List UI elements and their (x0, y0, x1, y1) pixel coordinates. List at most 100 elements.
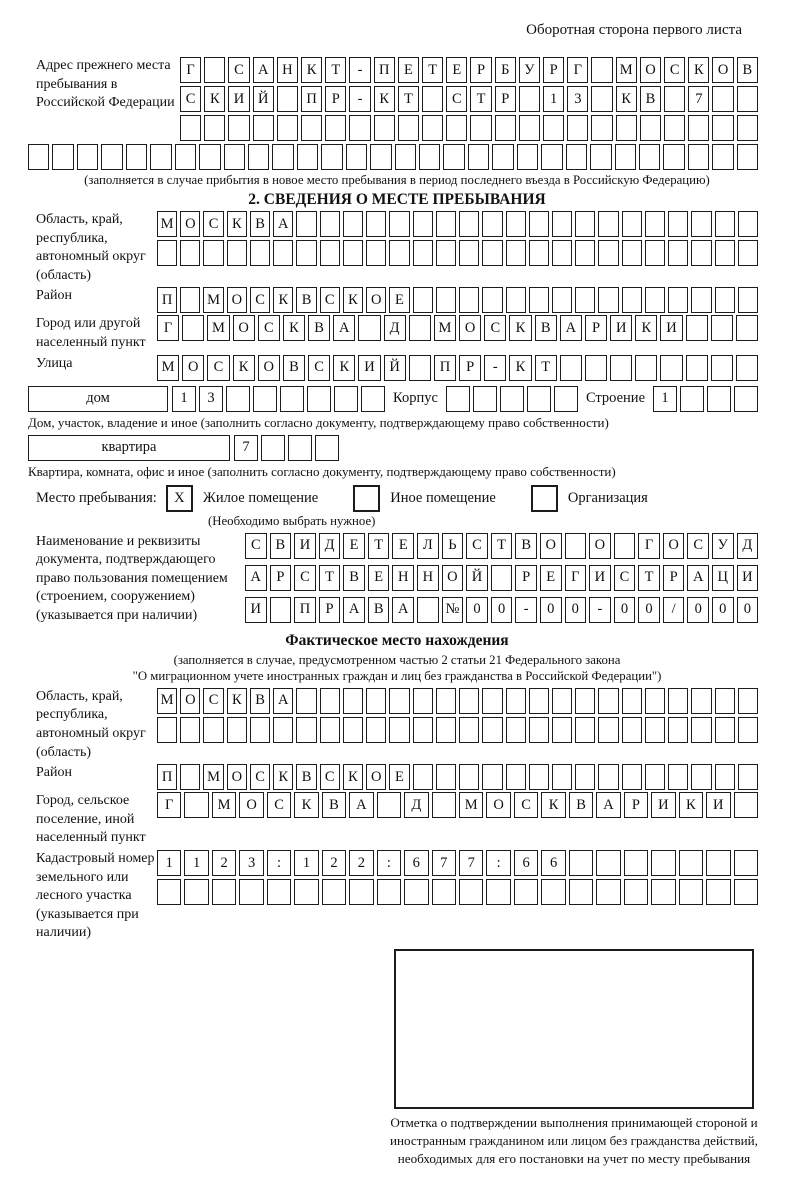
char-cell[interactable] (203, 716, 224, 743)
char-cell[interactable] (505, 764, 526, 791)
residential-checkbox[interactable]: X (165, 484, 193, 512)
char-cell[interactable]: С (446, 86, 468, 112)
char-cell[interactable]: С (319, 764, 340, 791)
char-cell[interactable]: Н (276, 57, 299, 83)
option-other-premises[interactable]: Иное помещение (344, 484, 522, 512)
char-cell[interactable] (288, 434, 312, 461)
char-cell[interactable] (349, 115, 371, 141)
char-cell[interactable] (568, 878, 594, 905)
char-cell[interactable] (435, 211, 457, 237)
char-cell[interactable] (668, 687, 689, 714)
char-cell[interactable]: П (157, 287, 178, 314)
char-cell[interactable] (565, 144, 588, 170)
option-organization[interactable]: Организация (522, 484, 648, 512)
char-cell[interactable]: 0 (736, 596, 759, 623)
char-cell[interactable]: И (358, 354, 381, 381)
char-cell[interactable] (252, 115, 274, 141)
char-cell[interactable] (370, 144, 392, 170)
char-cell[interactable] (528, 211, 549, 237)
char-cell[interactable]: М (157, 687, 178, 714)
char-cell[interactable] (660, 354, 683, 381)
char-cell[interactable]: С (228, 57, 250, 83)
char-cell[interactable] (273, 240, 294, 266)
char-cell[interactable]: О (639, 57, 662, 83)
char-cell[interactable]: Е (389, 287, 410, 314)
char-cell[interactable] (296, 144, 319, 170)
char-cell[interactable] (157, 240, 178, 266)
char-cell[interactable]: В (308, 315, 331, 342)
char-cell[interactable] (598, 211, 619, 237)
char-cell[interactable] (590, 144, 612, 170)
char-cell[interactable] (412, 287, 433, 314)
char-cell[interactable]: Й (252, 86, 274, 112)
char-cell[interactable] (408, 315, 431, 342)
char-cell[interactable] (712, 115, 734, 141)
char-cell[interactable]: В (736, 57, 758, 83)
char-cell[interactable]: С (245, 532, 267, 559)
char-cell[interactable] (125, 144, 148, 170)
char-cell[interactable]: Т (397, 86, 420, 112)
char-cell[interactable]: Г (567, 57, 589, 83)
char-cell[interactable]: 7 (234, 434, 258, 461)
char-cell[interactable] (296, 716, 317, 743)
char-cell[interactable] (349, 878, 374, 905)
char-cell[interactable] (342, 211, 364, 237)
char-cell[interactable] (691, 716, 712, 743)
char-cell[interactable]: Д (404, 792, 429, 819)
char-cell[interactable] (482, 240, 503, 266)
char-cell[interactable] (691, 240, 712, 266)
char-cell[interactable] (389, 687, 410, 714)
char-cell[interactable]: 0 (687, 596, 709, 623)
char-cell[interactable] (598, 764, 619, 791)
char-cell[interactable]: И (660, 315, 683, 342)
char-cell[interactable] (685, 315, 708, 342)
char-cell[interactable] (394, 144, 416, 170)
char-cell[interactable] (261, 434, 285, 461)
char-cell[interactable] (734, 385, 758, 412)
char-cell[interactable] (435, 687, 457, 714)
char-cell[interactable] (180, 716, 201, 743)
char-cell[interactable] (737, 240, 759, 266)
char-cell[interactable]: 0 (638, 596, 660, 623)
char-cell[interactable]: Т (367, 532, 390, 559)
char-cell[interactable] (706, 878, 731, 905)
char-cell[interactable]: 6 (404, 849, 429, 876)
char-cell[interactable]: И (610, 315, 633, 342)
char-cell[interactable] (482, 716, 503, 743)
char-cell[interactable] (482, 687, 503, 714)
char-cell[interactable] (459, 716, 480, 743)
char-cell[interactable]: Д (318, 532, 341, 559)
char-cell[interactable] (505, 211, 526, 237)
char-cell[interactable] (735, 354, 759, 381)
char-cell[interactable]: С (180, 86, 202, 112)
char-cell[interactable] (272, 144, 294, 170)
char-cell[interactable] (733, 792, 758, 819)
char-cell[interactable] (518, 115, 541, 141)
char-cell[interactable] (269, 596, 292, 623)
char-cell[interactable] (180, 240, 201, 266)
char-cell[interactable]: В (639, 86, 662, 112)
char-cell[interactable] (733, 849, 758, 876)
char-cell[interactable] (551, 211, 573, 237)
char-cell[interactable] (528, 716, 549, 743)
char-cell[interactable]: 3 (567, 86, 589, 112)
char-cell[interactable]: К (342, 764, 364, 791)
char-cell[interactable] (459, 764, 480, 791)
char-cell[interactable]: О (226, 287, 247, 314)
char-cell[interactable] (651, 878, 676, 905)
char-cell[interactable]: Р (318, 596, 341, 623)
char-cell[interactable] (459, 687, 480, 714)
char-cell[interactable] (321, 144, 343, 170)
char-cell[interactable]: А (343, 596, 365, 623)
char-cell[interactable] (591, 57, 613, 83)
char-cell[interactable] (366, 211, 387, 237)
char-cell[interactable]: Е (343, 532, 365, 559)
char-cell[interactable]: И (706, 792, 731, 819)
char-cell[interactable]: 6 (513, 849, 539, 876)
char-cell[interactable]: В (367, 596, 390, 623)
char-cell[interactable] (389, 211, 410, 237)
char-cell[interactable]: Г (564, 564, 587, 591)
char-cell[interactable] (710, 315, 733, 342)
char-cell[interactable]: 2 (211, 849, 237, 876)
char-cell[interactable] (621, 287, 642, 314)
